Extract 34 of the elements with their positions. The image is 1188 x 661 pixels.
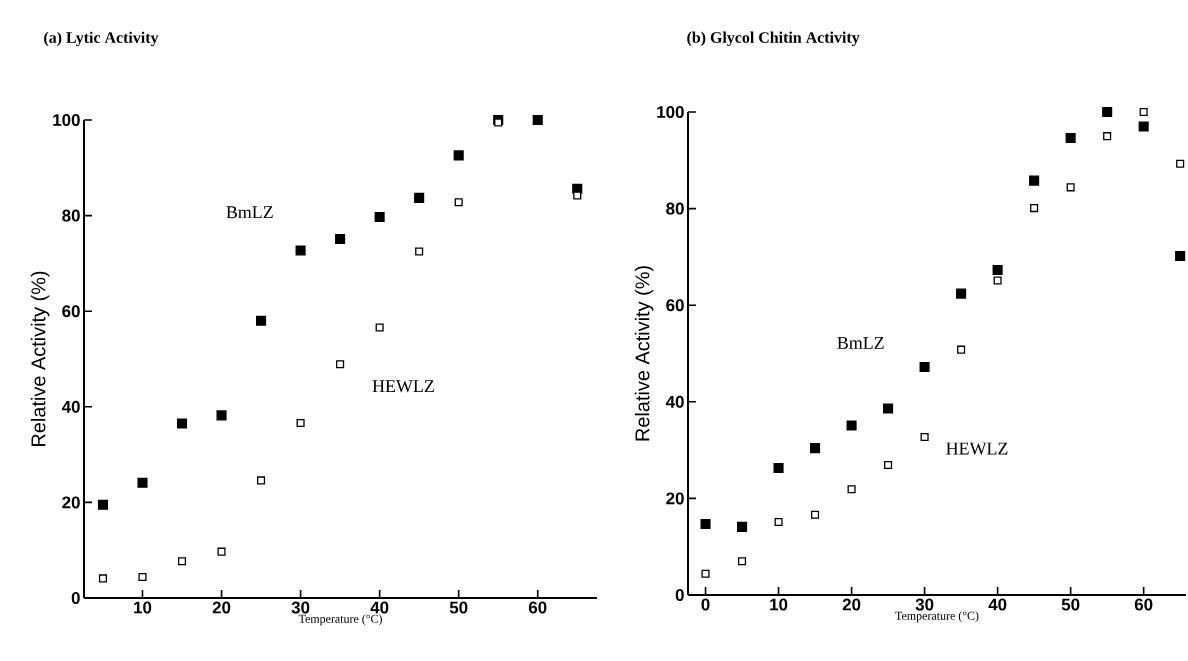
y-tick-label: 100 <box>657 106 684 118</box>
series-label: HEWLZ <box>372 380 434 393</box>
y-tick-label: 20 <box>62 496 80 509</box>
y-tick-label: 60 <box>62 305 80 318</box>
y-tick-label: 60 <box>666 299 684 312</box>
chart-title: (a) Lytic Activity <box>44 31 159 47</box>
y-axis-title: Relative Activity (%) <box>634 266 654 441</box>
text: BmLZ <box>226 206 273 219</box>
x-tick-label: 40 <box>988 598 1007 611</box>
x-tick-label: 30 <box>291 601 310 614</box>
y-tick-label: 80 <box>62 209 80 222</box>
x-tick-label: 60 <box>1134 598 1153 611</box>
x-tick-label: 20 <box>842 598 861 611</box>
x-tick-label: 60 <box>528 601 547 614</box>
y-axis-title: Relative Activity (%) <box>30 271 50 446</box>
y-tick-label: 100 <box>53 114 80 126</box>
x-tick-label: 50 <box>449 601 468 614</box>
y-tick-label: 0 <box>675 589 684 601</box>
x-tick-label: 0 <box>701 598 710 611</box>
x-tick-label: 40 <box>370 601 389 614</box>
x-axis-title: Temperature (°C) <box>298 614 382 626</box>
x-tick-label: 50 <box>1061 598 1080 611</box>
y-tick-label: 40 <box>665 395 684 408</box>
y-tick-label: 40 <box>61 400 80 413</box>
x-tick-label: 30 <box>915 598 934 611</box>
y-tick-label: 20 <box>666 492 684 505</box>
series-label: HEWLZ <box>946 442 1008 455</box>
x-tick-label: 10 <box>134 601 152 614</box>
text: BmLZ <box>837 336 884 349</box>
x-tick-label: 20 <box>212 601 231 614</box>
chart-title: (b) Glycol Chitin Activity <box>687 31 860 47</box>
y-tick-label: 80 <box>666 202 684 215</box>
x-axis-title: Temperature (°C) <box>895 611 979 623</box>
x-tick-label: 10 <box>770 598 788 611</box>
